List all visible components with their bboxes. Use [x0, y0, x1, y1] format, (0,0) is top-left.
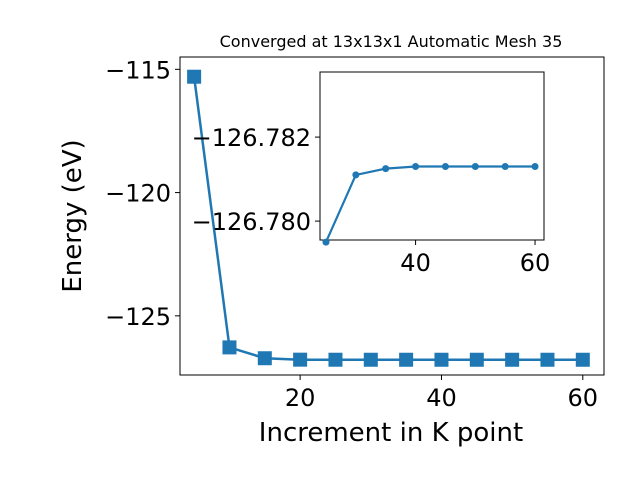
- main-plot-frame: [179, 56, 605, 376]
- main-x-tick-label: 60: [568, 384, 599, 412]
- main-x-tick-label: 40: [426, 384, 457, 412]
- main-series-markers: [187, 69, 590, 367]
- inset-data-point: [352, 171, 360, 179]
- inset-data-point: [322, 238, 330, 246]
- inset-x-ticks: 40 60: [400, 240, 550, 277]
- y-axis-label: Energy (eV): [58, 139, 88, 292]
- inset-plot-frame: [319, 71, 545, 241]
- inset-data-point: [441, 163, 449, 170]
- x-axis-label: Increment in K point: [259, 418, 523, 448]
- main-data-point: [505, 352, 520, 367]
- main-y-tick-label: −120: [105, 180, 171, 208]
- main-data-point: [187, 69, 202, 84]
- main-x-tick-label: 20: [285, 384, 316, 412]
- inset-y-ticks: −126.782 −126.780: [192, 124, 320, 236]
- inset-x-tick-label: 60: [520, 249, 551, 277]
- inset-x-tick-label: 40: [400, 249, 431, 277]
- main-data-point: [328, 352, 343, 367]
- main-data-point: [363, 352, 378, 367]
- main-data-point: [222, 340, 237, 355]
- main-data-point: [293, 352, 308, 367]
- inset-axes: 40 60 −126.782 −126.780: [192, 71, 550, 277]
- inset-data-point: [382, 165, 390, 173]
- inset-y-tick-label: −126.780: [192, 208, 311, 236]
- inset-data-point: [471, 163, 479, 170]
- main-axes: Converged at 13x13x1 Automatic Mesh 35 2…: [58, 32, 605, 448]
- inset-y-tick-label: −126.782: [192, 124, 311, 152]
- main-data-point: [540, 352, 555, 367]
- main-y-tick-label: −115: [105, 56, 171, 84]
- inset-series-markers: [322, 163, 539, 246]
- main-y-ticks: −115 −120 −125: [105, 56, 180, 331]
- main-data-point: [434, 352, 449, 367]
- main-data-point: [399, 352, 414, 367]
- inset-data-point: [412, 163, 420, 170]
- main-x-ticks: 20 40 60: [285, 375, 598, 412]
- main-y-tick-label: −125: [105, 303, 171, 331]
- inset-data-point: [531, 163, 539, 170]
- inset-series-line: [324, 165, 535, 243]
- chart-title: Converged at 13x13x1 Automatic Mesh 35: [220, 32, 563, 51]
- main-data-point: [469, 352, 484, 367]
- main-data-point: [575, 352, 590, 367]
- main-data-point: [257, 351, 272, 366]
- inset-data-point: [501, 163, 509, 170]
